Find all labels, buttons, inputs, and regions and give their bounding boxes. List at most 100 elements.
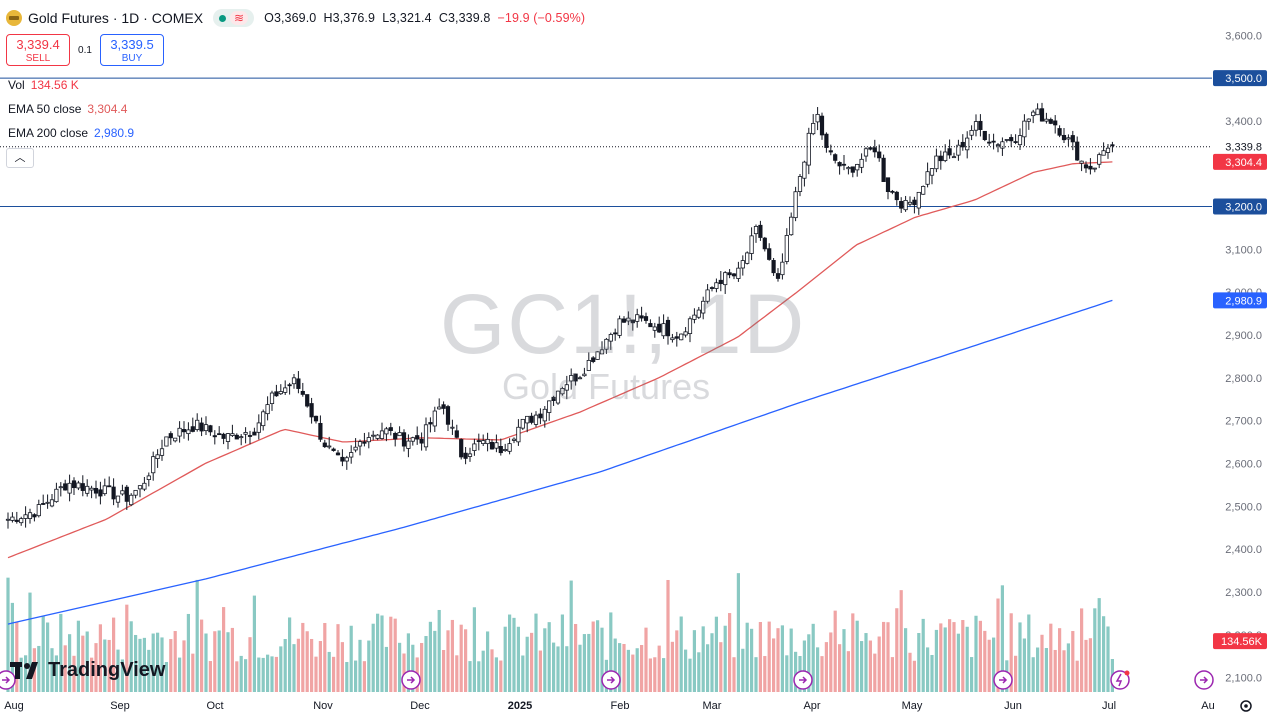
candle-body: [907, 201, 913, 205]
volume-bar: [336, 624, 340, 692]
gold-logo-icon: [6, 10, 22, 26]
candle-body: [19, 518, 24, 524]
lightning-icon: [1110, 670, 1130, 690]
candle-body: [859, 158, 864, 168]
symbol-title[interactable]: Gold Futures · 1D · COMEX: [28, 10, 204, 26]
volume-bar: [125, 604, 129, 692]
candle-body: [1088, 165, 1093, 170]
volume-bar: [578, 644, 582, 692]
volume-bar: [1075, 660, 1079, 692]
volume-bar: [332, 656, 336, 692]
candle-body: [181, 429, 187, 433]
time-tick-label: Aug: [4, 700, 24, 712]
legend-ema50[interactable]: EMA 50 close 3,304.4: [8, 102, 127, 116]
candle-body: [569, 375, 574, 382]
candle-body: [362, 441, 367, 444]
candle-body: [239, 436, 244, 439]
volume-bar: [956, 633, 960, 692]
candle-body: [714, 282, 719, 289]
volume-bar: [697, 652, 701, 692]
volume-bar: [978, 620, 982, 692]
volume-bar: [895, 608, 899, 692]
volume-bar: [279, 646, 283, 692]
volume-bar: [239, 655, 243, 692]
candle-body: [63, 483, 68, 491]
candle-body: [929, 168, 935, 176]
volume-bar: [50, 648, 54, 692]
legend-ema200[interactable]: EMA 200 close 2,980.9: [8, 126, 134, 140]
candle-body: [1097, 154, 1102, 165]
candle-body: [401, 432, 407, 447]
candle-body: [1070, 135, 1075, 143]
volume-bar: [270, 656, 274, 692]
time-tick-label: Jun: [1004, 700, 1022, 712]
candle-body: [850, 166, 855, 173]
market-status-pill[interactable]: ≋: [213, 9, 255, 27]
watermark-symbol: GC1!, 1D: [440, 277, 807, 371]
event-arrow: [607, 676, 616, 684]
volume-bar: [76, 620, 80, 692]
volume-bar: [648, 658, 652, 692]
time-tick-label: Nov: [313, 700, 333, 712]
volume-bar: [472, 607, 476, 692]
tradingview-logo[interactable]: TradingView: [10, 659, 165, 682]
volume-tag-text: 134.56K: [1221, 636, 1263, 648]
candle-body: [890, 190, 895, 193]
volume-bar: [1000, 585, 1004, 692]
candle-body: [1004, 139, 1009, 141]
volume-bar: [1058, 628, 1062, 692]
volume-bar: [151, 633, 155, 692]
collapse-chevron-icon: ︿: [14, 152, 26, 164]
candle-body: [833, 154, 838, 161]
candle-body: [753, 225, 759, 235]
vol-value: 134.56 K: [30, 78, 79, 92]
candle-body: [687, 318, 693, 335]
candle-body: [454, 430, 459, 438]
candle-body: [58, 486, 63, 489]
candle-body: [217, 433, 222, 436]
volume-bar: [745, 622, 749, 692]
candle-body: [925, 171, 930, 185]
volume-bar: [1049, 623, 1053, 692]
volume-bar: [37, 645, 41, 692]
volume-bar: [807, 634, 811, 692]
volume-bar: [763, 656, 767, 692]
candle-body: [740, 260, 745, 269]
legend-volume[interactable]: Vol 134.56 K: [8, 78, 79, 92]
volume-bar: [28, 592, 32, 692]
volume-bar: [464, 629, 468, 692]
candle-body: [476, 440, 481, 442]
sell-button[interactable]: 3,339.4 SELL: [6, 34, 70, 66]
volume-bar: [85, 631, 89, 692]
volume-bar: [547, 622, 551, 692]
candle-body: [516, 426, 521, 443]
level-price-tag-text: 3,500.0: [1225, 73, 1262, 85]
volume-bar: [296, 638, 300, 692]
volume-bar: [437, 609, 441, 692]
delayed-data-icon: ≋: [230, 11, 249, 25]
candle-body: [841, 163, 847, 166]
candle-body: [973, 121, 979, 131]
volume-bar: [543, 628, 547, 692]
volume-bar: [970, 657, 974, 692]
volume-bar: [582, 634, 586, 692]
volume-bar: [789, 628, 793, 692]
volume-bar: [116, 649, 120, 692]
candle-body: [648, 323, 653, 328]
candle-body: [599, 349, 605, 355]
high-value: 3,376.9: [332, 11, 376, 25]
buy-button[interactable]: 3,339.5 BUY: [100, 34, 164, 66]
volume-bar: [838, 644, 842, 692]
volume-bar: [587, 633, 591, 692]
candle-body: [547, 400, 552, 413]
ema50-label: EMA 50 close: [8, 102, 82, 116]
collapse-legend-button[interactable]: ︿: [6, 148, 34, 168]
volume-bar: [24, 655, 28, 692]
candle-body: [195, 419, 200, 430]
candle-body: [331, 448, 336, 451]
volume-bar: [877, 636, 881, 692]
ema50-value: 3,304.4: [87, 102, 128, 116]
volume-bar: [908, 652, 912, 692]
candle-body: [357, 441, 363, 447]
